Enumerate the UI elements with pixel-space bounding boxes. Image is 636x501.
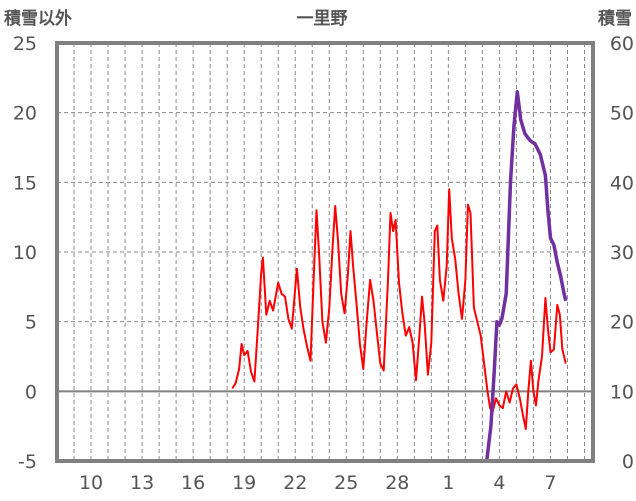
x-tick-label: 16	[181, 472, 205, 494]
left-tick-label: 15	[13, 172, 37, 194]
left-tick-label: 20	[13, 103, 37, 125]
left-axis-ticks: 25 20 15 10 5 0 -5	[13, 33, 37, 473]
plot-frame	[55, 41, 595, 463]
left-tick-label: 0	[25, 381, 37, 403]
right-axis-ticks: 60 50 40 30 20 10 0	[610, 33, 634, 473]
x-tick-label: 7	[544, 472, 556, 494]
x-tick-label: 28	[385, 472, 409, 494]
snow-depth-line	[232, 90, 568, 463]
right-tick-label: 10	[610, 381, 634, 403]
right-tick-label: 30	[610, 242, 634, 264]
left-tick-label: 10	[13, 242, 37, 264]
chart-title: 一里野	[297, 9, 348, 29]
right-tick-label: 50	[610, 103, 634, 125]
x-tick-label: 13	[130, 472, 154, 494]
grid	[56, 43, 593, 461]
x-tick-label: 4	[493, 472, 505, 494]
series-layer	[231, 90, 568, 463]
left-tick-label: -5	[18, 451, 37, 473]
right-tick-label: 20	[610, 312, 634, 334]
x-tick-label: 22	[283, 472, 307, 494]
left-tick-label: 25	[13, 33, 37, 55]
right-tick-label: 0	[622, 451, 634, 473]
x-tick-label: 19	[232, 472, 256, 494]
right-axis-label: 積雪	[598, 8, 632, 29]
right-tick-label: 60	[610, 33, 634, 55]
left-tick-label: 5	[25, 312, 37, 334]
temperature-line	[231, 188, 567, 430]
x-axis-ticks: 10 13 16 19 22 25 28 1 4 7	[79, 472, 557, 494]
x-tick-label: 25	[334, 472, 358, 494]
left-axis-label: 積雪以外	[4, 8, 72, 29]
x-tick-label: 10	[79, 472, 103, 494]
x-tick-label: 1	[442, 472, 454, 494]
right-tick-label: 40	[610, 172, 634, 194]
